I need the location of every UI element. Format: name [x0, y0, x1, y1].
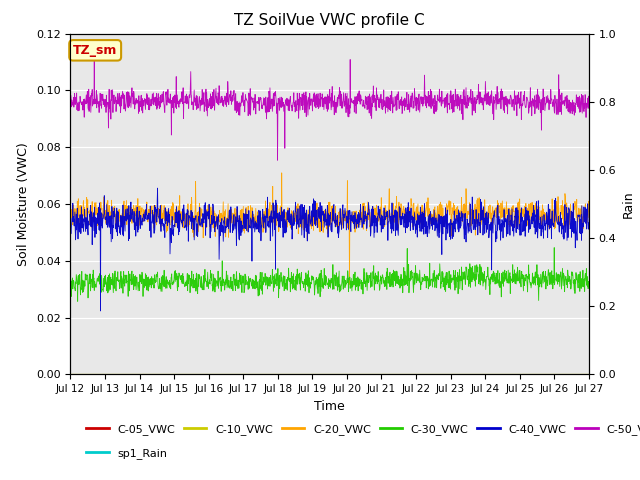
X-axis label: Time: Time: [314, 400, 345, 413]
Y-axis label: Soil Moisture (VWC): Soil Moisture (VWC): [17, 142, 30, 266]
Title: TZ SoilVue VWC profile C: TZ SoilVue VWC profile C: [234, 13, 425, 28]
Y-axis label: Rain: Rain: [622, 190, 635, 218]
Legend: sp1_Rain: sp1_Rain: [86, 448, 168, 459]
Text: TZ_sm: TZ_sm: [73, 44, 117, 57]
